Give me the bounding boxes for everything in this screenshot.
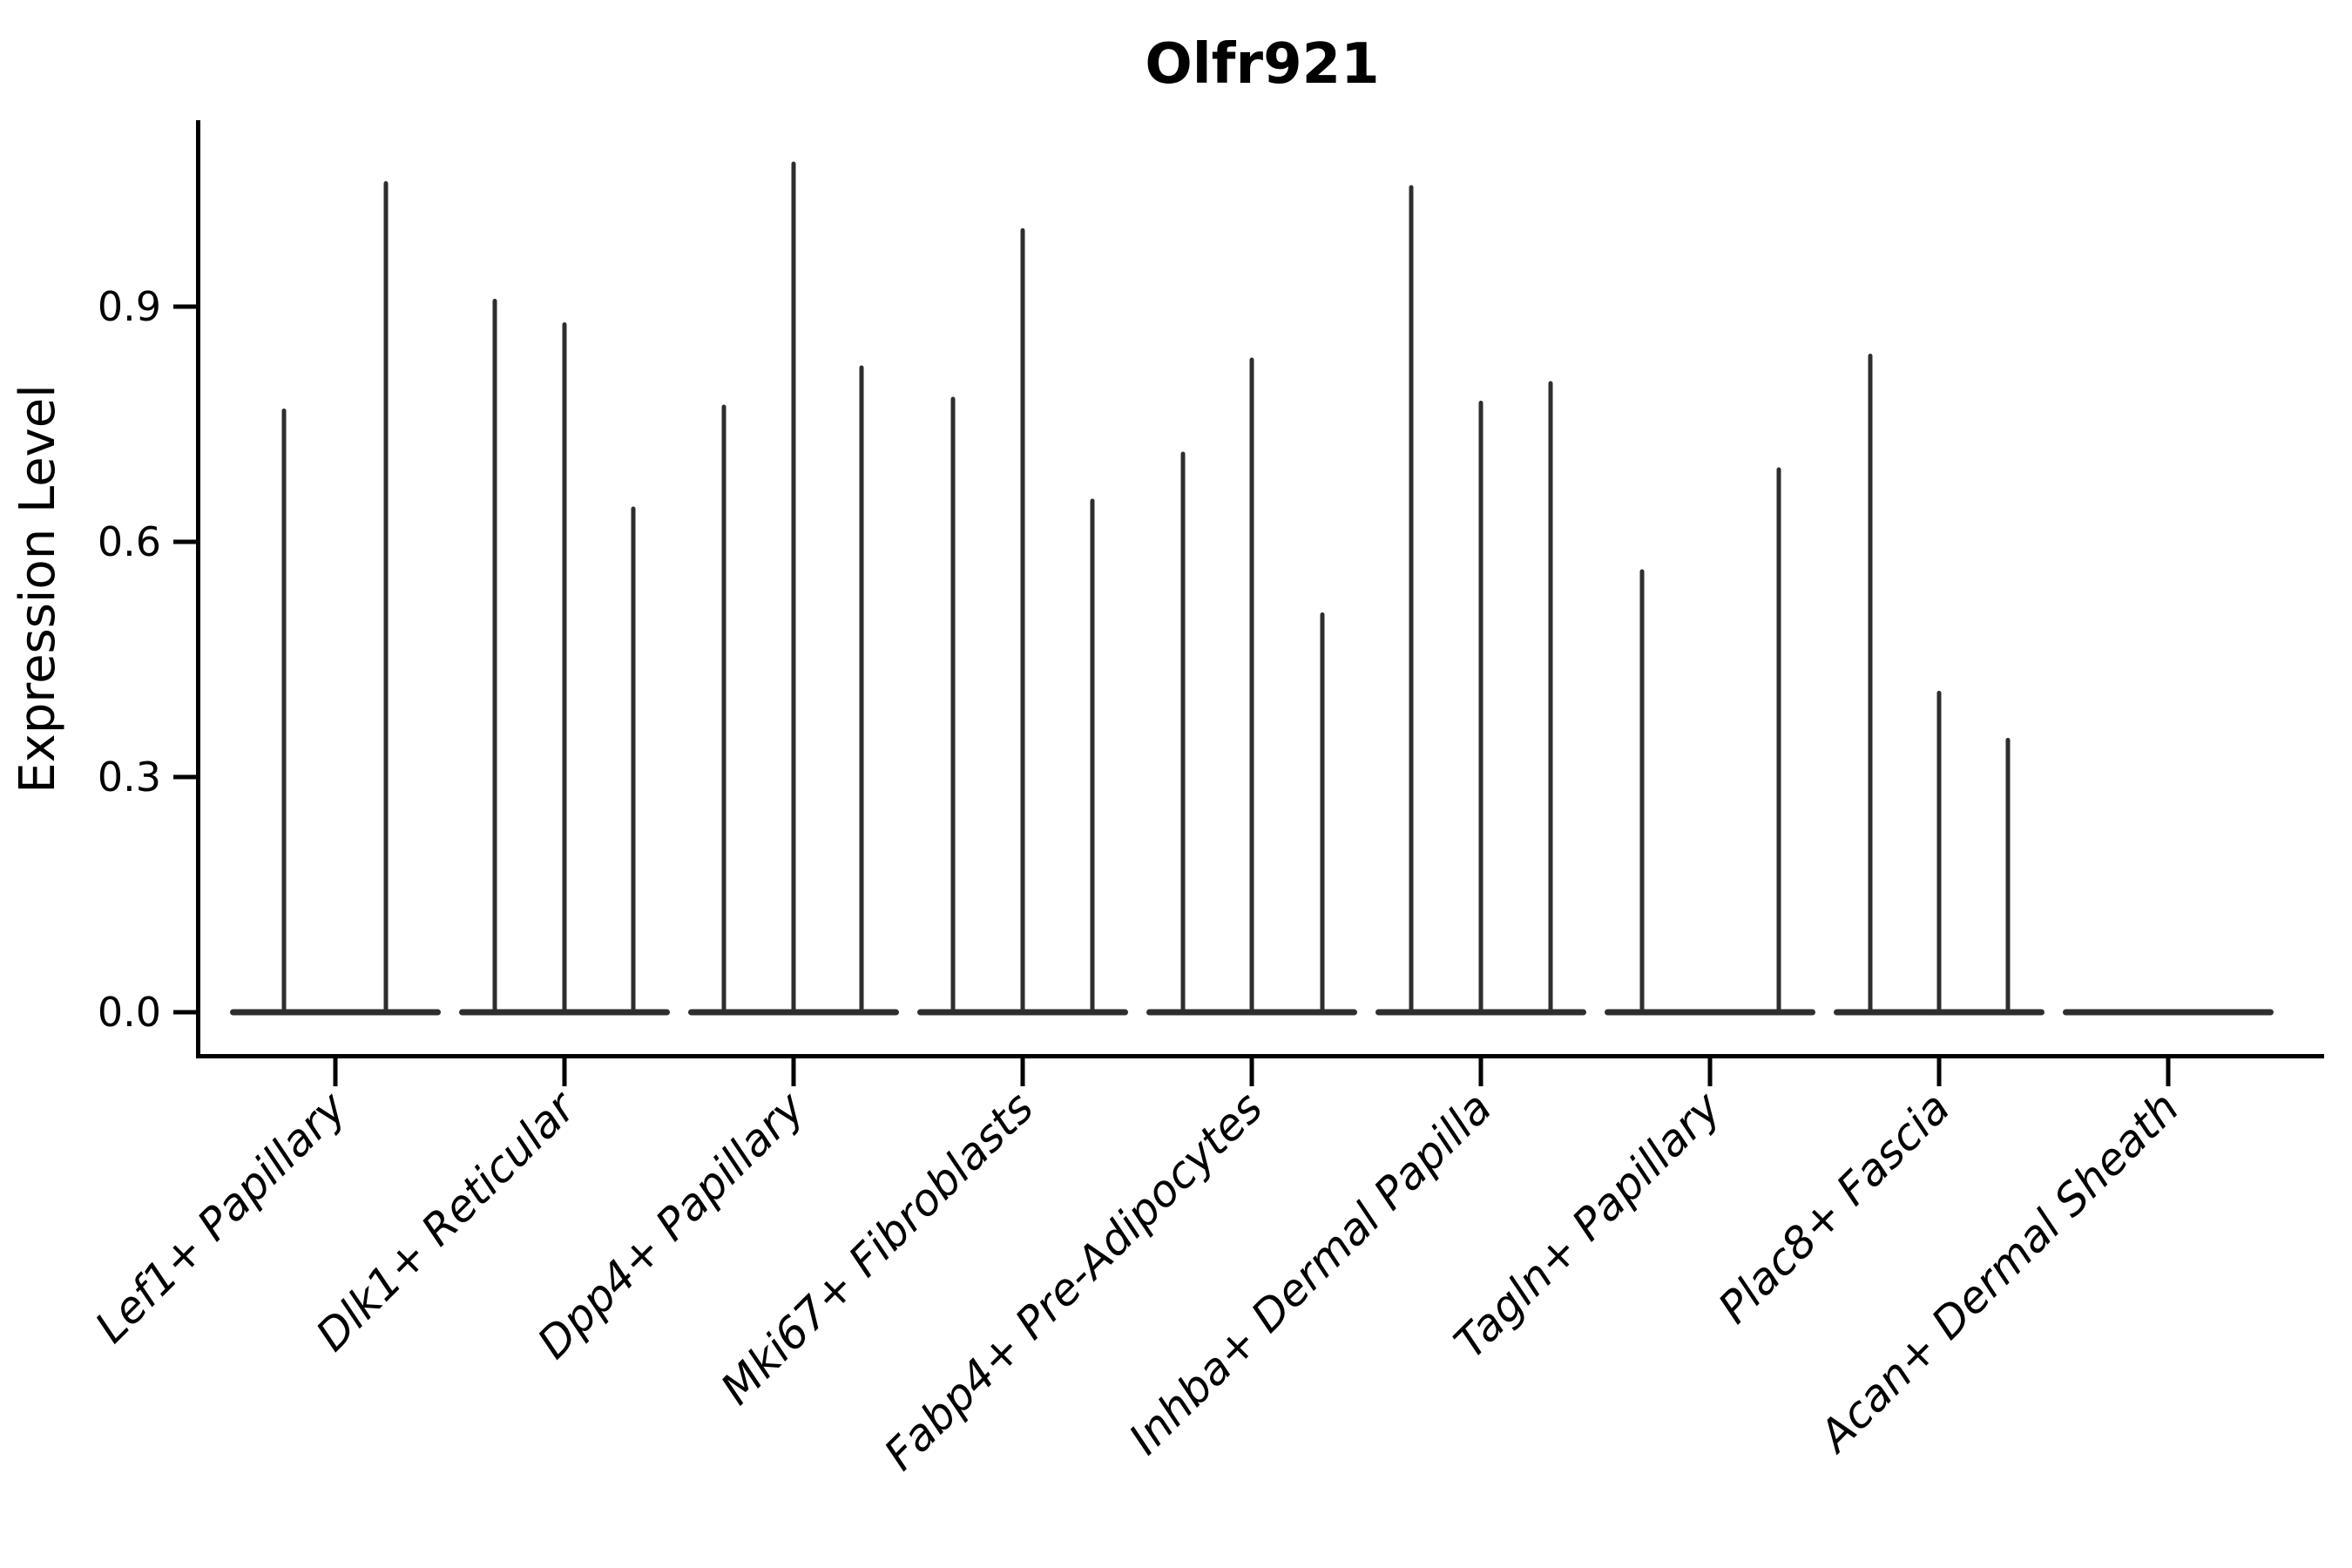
violin-spike: [383, 181, 389, 1012]
violin-spike: [1409, 185, 1414, 1012]
x-tick-mark: [1020, 1058, 1025, 1086]
x-tick-mark: [2166, 1058, 2171, 1086]
x-tick-mark: [1249, 1058, 1254, 1086]
violin-spike: [1020, 228, 1025, 1012]
violin: [2063, 1009, 2274, 1016]
violin: [1834, 354, 2044, 1016]
violin-spike: [2005, 738, 2011, 1012]
y-axis-spine: [196, 120, 200, 1058]
y-tick-mark: [173, 1010, 196, 1015]
violins: [230, 161, 2274, 1016]
y-tick-mark: [173, 774, 196, 780]
violin: [230, 181, 441, 1016]
violin-spike: [1639, 569, 1645, 1012]
plot-title: Olfr921: [1145, 32, 1379, 97]
x-tick-mark: [1936, 1058, 1942, 1086]
violin-spike: [721, 404, 727, 1012]
violin: [1146, 357, 1357, 1016]
x-tick-mark: [333, 1058, 338, 1086]
violin-spike: [562, 322, 567, 1012]
y-tick-label: 0.3: [98, 754, 161, 801]
y-axis-title: Expression Level: [10, 384, 66, 794]
y-axis-tick-labels: 0.0 0.3 0.6 0.9: [98, 283, 161, 1036]
x-tick-label: Acan+ Dermal Sheath: [1808, 1082, 2189, 1463]
violin-spike: [1478, 401, 1484, 1012]
violin-zero-density: [230, 1009, 441, 1016]
x-axis-spine: [196, 1054, 2324, 1058]
violin-spike: [859, 365, 864, 1012]
violin-spike: [1868, 354, 1873, 1012]
violin-spike: [492, 299, 497, 1012]
violin: [1605, 467, 1815, 1016]
y-tick-mark: [173, 304, 196, 309]
violin-spike: [281, 409, 287, 1012]
violin: [917, 228, 1128, 1016]
violin-zero-density: [1605, 1009, 1815, 1016]
violin-spike: [1180, 451, 1186, 1012]
violin-spike: [1548, 381, 1553, 1012]
x-tick-mark: [791, 1058, 796, 1086]
x-tick-mark: [1478, 1058, 1484, 1086]
violin-spike: [1320, 612, 1325, 1012]
violin-spike: [1249, 357, 1254, 1012]
x-tick-label: Plac8+ Fascia: [1709, 1082, 1960, 1333]
x-tick-label: Inhba+ Dermal Papilla: [1119, 1082, 1501, 1463]
y-tick-label: 0.6: [98, 518, 161, 565]
violin-spike: [1090, 498, 1095, 1012]
violin-spike: [1936, 691, 1942, 1012]
violin-spike: [1776, 467, 1781, 1012]
x-tick-label: Fabp4+ Pre-Adipocytes: [875, 1082, 1273, 1480]
violin-spike: [631, 506, 636, 1012]
violin: [688, 161, 899, 1016]
x-tick-mark: [1707, 1058, 1713, 1086]
violin-zero-density: [2063, 1009, 2274, 1016]
y-tick-label: 0.0: [98, 989, 161, 1036]
violin-spike: [950, 396, 956, 1012]
violin: [459, 299, 670, 1016]
violin-spike: [791, 161, 796, 1012]
violin: [1375, 185, 1586, 1016]
y-tick-label: 0.9: [98, 283, 161, 330]
axes: [173, 120, 2324, 1086]
x-tick-label: Lef1+ Papillary: [85, 1081, 356, 1352]
y-tick-mark: [173, 539, 196, 544]
x-tick-mark: [562, 1058, 567, 1086]
